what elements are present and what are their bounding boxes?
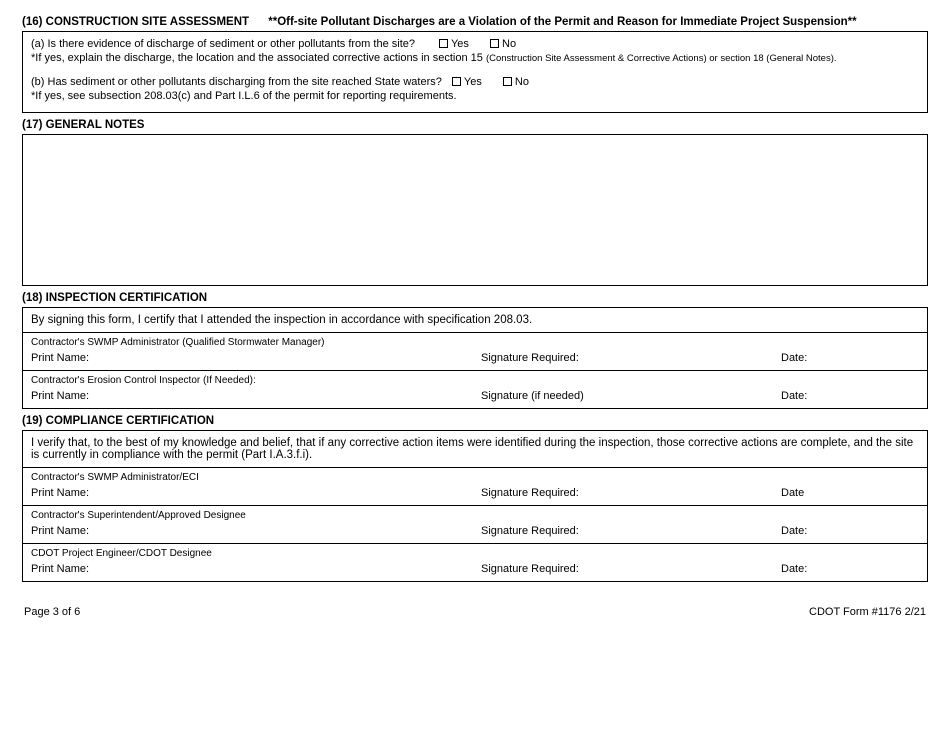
checkbox-icon [503,77,512,86]
sig-block-19-2: CDOT Project Engineer/CDOT Designee Prin… [23,543,927,581]
sig-role: CDOT Project Engineer/CDOT Designee [31,548,919,559]
print-name-label: Print Name: [31,390,481,402]
section-18-box: By signing this form, I certify that I a… [22,307,928,409]
print-name-label: Print Name: [31,352,481,364]
question-a-no[interactable]: No [490,38,516,50]
question-a-yes[interactable]: Yes [439,38,469,50]
sig-role: Contractor's SWMP Administrator (Qualifi… [31,337,919,348]
signature-label: Signature Required: [481,525,781,537]
section-16-header: (16) CONSTRUCTION SITE ASSESSMENT **Off-… [22,16,928,28]
print-name-label: Print Name: [31,563,481,575]
signature-label: Signature Required: [481,487,781,499]
question-b-options: Yes No [452,76,547,88]
sig-role: Contractor's SWMP Administrator/ECI [31,472,919,483]
section-19-header: (19) COMPLIANCE CERTIFICATION [22,415,928,427]
checkbox-icon [490,39,499,48]
signature-label: Signature (if needed) [481,390,781,402]
question-b-line: (b) Has sediment or other pollutants dis… [31,76,919,88]
date-label: Date: [781,563,919,575]
section-16-warning: **Off-site Pollutant Discharges are a Vi… [268,16,856,28]
question-a-text: (a) Is there evidence of discharge of se… [31,38,415,50]
date-label: Date [781,487,919,499]
sig-block-19-1: Contractor's Superintendent/Approved Des… [23,505,927,543]
section-18-intro: By signing this form, I certify that I a… [23,308,927,333]
section-16-box: (a) Is there evidence of discharge of se… [22,31,928,113]
date-label: Date: [781,525,919,537]
sig-role: Contractor's Erosion Control Inspector (… [31,375,919,386]
question-b-no[interactable]: No [503,76,529,88]
date-label: Date: [781,390,919,402]
sig-block-18-0: Contractor's SWMP Administrator (Qualifi… [23,333,927,370]
question-a-options: Yes No [439,38,534,50]
section-17-box[interactable] [22,134,928,286]
page-number: Page 3 of 6 [24,606,80,618]
sig-block-18-1: Contractor's Erosion Control Inspector (… [23,370,927,408]
section-16-title: (16) CONSTRUCTION SITE ASSESSMENT [22,16,249,28]
checkbox-icon [452,77,461,86]
signature-label: Signature Required: [481,563,781,575]
section-17-header: (17) GENERAL NOTES [22,119,928,131]
question-a-note: *If yes, explain the discharge, the loca… [31,52,919,64]
checkbox-icon [439,39,448,48]
print-name-label: Print Name: [31,487,481,499]
question-b-text: (b) Has sediment or other pollutants dis… [31,76,442,88]
section-19-box: I verify that, to the best of my knowled… [22,430,928,582]
print-name-label: Print Name: [31,525,481,537]
sig-role: Contractor's Superintendent/Approved Des… [31,510,919,521]
date-label: Date: [781,352,919,364]
form-id: CDOT Form #1176 2/21 [809,606,926,618]
section-18-header: (18) INSPECTION CERTIFICATION [22,292,928,304]
signature-label: Signature Required: [481,352,781,364]
sig-block-19-0: Contractor's SWMP Administrator/ECI Prin… [23,468,927,505]
section-19-intro: I verify that, to the best of my knowled… [23,431,927,468]
question-a-line: (a) Is there evidence of discharge of se… [31,38,919,50]
question-b-note: *If yes, see subsection 208.03(c) and Pa… [31,90,919,102]
question-b-yes[interactable]: Yes [452,76,482,88]
page-footer: Page 3 of 6 CDOT Form #1176 2/21 [22,606,928,618]
